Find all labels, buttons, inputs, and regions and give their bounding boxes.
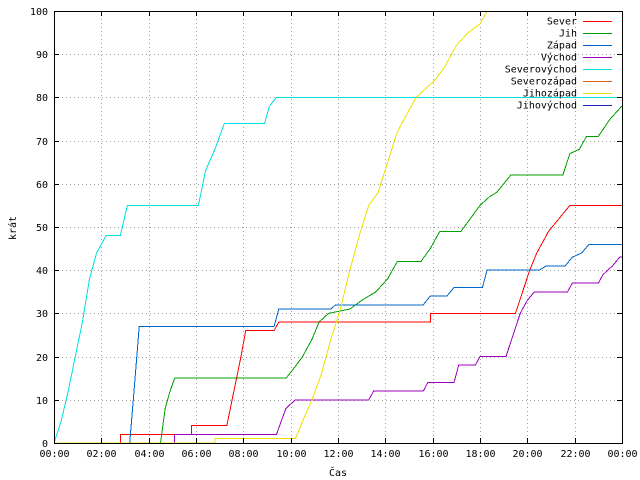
x-tick-label: 14:00 xyxy=(370,449,400,460)
series-line-jih xyxy=(54,105,622,443)
y-axis-ticks: 0 10 20 30 40 50 60 70 80 90 100 xyxy=(30,7,622,450)
legend-label-vychod: Východ xyxy=(541,52,577,64)
y-tick-label: 90 xyxy=(36,50,48,61)
y-tick-label: 0 xyxy=(42,439,48,450)
series-line-sever xyxy=(54,204,622,443)
y-tick-label: 40 xyxy=(36,266,48,277)
x-axis-label: Čas xyxy=(329,466,347,479)
x-tick-label: 18:00 xyxy=(465,449,495,460)
series-line-jihozapad xyxy=(54,11,488,443)
y-tick-label: 50 xyxy=(36,223,48,234)
y-tick-label: 60 xyxy=(36,180,48,191)
x-tick-label: 06:00 xyxy=(181,449,211,460)
legend-label-jihovychod: Jihovýchod xyxy=(517,100,577,112)
x-tick-label: 00:00 xyxy=(39,449,69,460)
y-axis-label: krát xyxy=(7,216,19,240)
series-line-zapad xyxy=(54,243,622,443)
y-tick-label: 70 xyxy=(36,137,48,148)
series-line-severovychod xyxy=(54,96,622,443)
x-tick-label: 04:00 xyxy=(134,449,164,460)
series-layer xyxy=(54,11,622,443)
x-axis-ticks: 00:00 02:00 04:00 06:00 08:00 10:00 12:00 14:00… xyxy=(39,11,638,460)
x-tick-label: 00:00 xyxy=(607,449,637,460)
x-tick-label: 10:00 xyxy=(276,449,306,460)
y-tick-label: 20 xyxy=(36,353,48,364)
legend-label-sever: Sever xyxy=(547,17,577,28)
x-tick-label: 02:00 xyxy=(86,449,116,460)
legend-label-jihozapad: Jihozápad xyxy=(523,88,577,100)
y-tick-label: 80 xyxy=(36,93,48,104)
legend: SeverJihZápadVýchodSeverovýchodSeverozáp… xyxy=(505,17,612,112)
legend-label-zapad: Západ xyxy=(547,40,577,52)
grid-lines xyxy=(54,11,622,443)
series-line-vychod xyxy=(54,256,622,443)
x-tick-label: 22:00 xyxy=(560,449,590,460)
y-tick-label: 30 xyxy=(36,309,48,320)
legend-label-jih: Jih xyxy=(559,29,577,40)
x-tick-label: 20:00 xyxy=(512,449,542,460)
legend-label-severovychod: Severovýchod xyxy=(505,64,577,76)
x-tick-label: 08:00 xyxy=(228,449,258,460)
y-tick-label: 10 xyxy=(36,396,48,407)
legend-label-severozapad: Severozápad xyxy=(511,76,577,88)
x-tick-label: 16:00 xyxy=(418,449,448,460)
y-tick-label: 100 xyxy=(30,7,48,18)
x-tick-label: 12:00 xyxy=(323,449,353,460)
